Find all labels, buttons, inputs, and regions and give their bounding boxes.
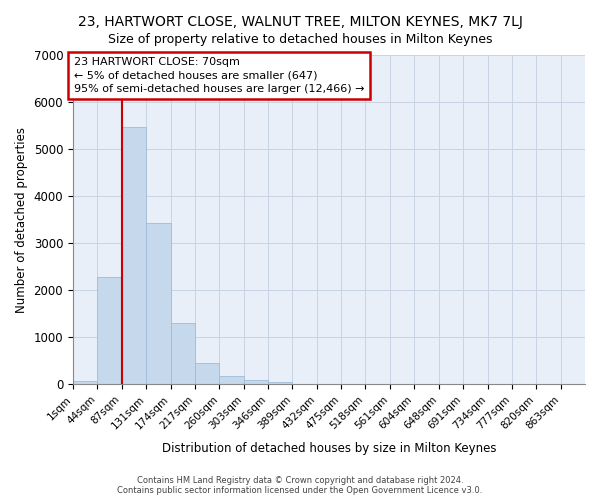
Bar [122, 126, 146, 384]
Bar [244, 380, 268, 384]
X-axis label: Distribution of detached houses by size in Milton Keynes: Distribution of detached houses by size … [162, 442, 496, 455]
Y-axis label: Number of detached properties: Number of detached properties [15, 126, 28, 312]
Bar [195, 362, 220, 384]
Text: 23, HARTWORT CLOSE, WALNUT TREE, MILTON KEYNES, MK7 7LJ: 23, HARTWORT CLOSE, WALNUT TREE, MILTON … [77, 15, 523, 29]
Bar [268, 382, 292, 384]
Bar [146, 223, 171, 384]
Bar [171, 322, 195, 384]
Bar [220, 376, 244, 384]
Bar [97, 276, 122, 384]
Text: 23 HARTWORT CLOSE: 70sqm
← 5% of detached houses are smaller (647)
95% of semi-d: 23 HARTWORT CLOSE: 70sqm ← 5% of detache… [74, 58, 365, 94]
Bar [73, 381, 97, 384]
Text: Contains HM Land Registry data © Crown copyright and database right 2024.
Contai: Contains HM Land Registry data © Crown c… [118, 476, 482, 495]
Text: Size of property relative to detached houses in Milton Keynes: Size of property relative to detached ho… [108, 32, 492, 46]
